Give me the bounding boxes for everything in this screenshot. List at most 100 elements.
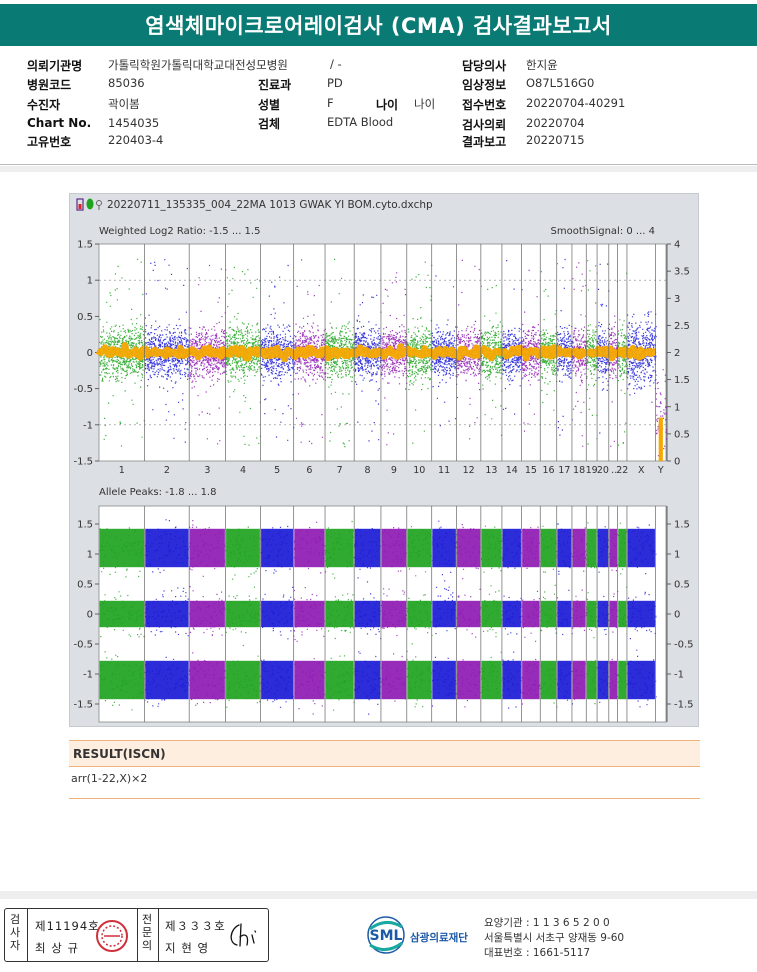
y2-tick-label: 2 (674, 348, 680, 359)
chart-value: 1454035 (108, 116, 160, 130)
receipt-label: 접수번호 (462, 98, 507, 112)
specialist-signature (230, 923, 257, 947)
y2-tick-label: 1 (674, 550, 680, 561)
allele-points (260, 659, 294, 708)
sex-label: 성별 (258, 98, 281, 112)
chromosome-16-allele (540, 523, 558, 708)
allele-points (433, 586, 458, 635)
log2-points (617, 272, 629, 446)
allele-points (189, 520, 227, 577)
y2-tick-label: 0.5 (674, 580, 690, 591)
chromosome-10-log2 (403, 261, 435, 444)
y2-tick-label: -1 (674, 670, 684, 681)
log2-points (381, 272, 408, 446)
chromosome-2-allele (144, 519, 191, 707)
allele-band (189, 600, 225, 628)
allele-band (618, 600, 627, 628)
y-tick-label: 1.5 (77, 240, 93, 251)
y2-tick-label: 0 (674, 610, 680, 621)
y2-tick-label: 0 (674, 457, 680, 468)
chromosome-21-dots: .. (611, 465, 617, 476)
smooth-signal (258, 344, 297, 363)
allele-band (432, 600, 456, 628)
name-value: 곽이봄 (108, 97, 140, 111)
allele-points (325, 655, 356, 711)
smooth-signal (95, 342, 147, 361)
allele-points (99, 527, 146, 578)
allele-points (540, 523, 558, 573)
y2-tick-label: 2.5 (674, 321, 690, 332)
result-value: arr(1-22,X)×2 (71, 772, 148, 785)
allele-band (189, 660, 225, 700)
allele-band (627, 600, 655, 628)
chromosome-12-allele (456, 524, 482, 708)
smooth-signal (538, 344, 561, 360)
chromosome-8-allele (354, 528, 382, 715)
chromosome-label: 20 (597, 465, 609, 476)
ward-value: / - (330, 57, 342, 71)
code-label: 병원코드 (27, 78, 72, 92)
allele-points (521, 526, 541, 569)
allele-band (502, 600, 521, 628)
chromosome-13-log2 (478, 285, 504, 436)
code-value: 85036 (108, 76, 145, 90)
log2-points (501, 260, 523, 415)
chromosome-label: X (638, 465, 645, 476)
allele-points (540, 584, 558, 634)
file-icon (76, 198, 84, 211)
allele-points (503, 595, 523, 635)
receipt-value: 20220704-40291 (526, 96, 626, 110)
allele-band (586, 600, 597, 628)
chromosome-21-log2 (606, 280, 620, 447)
chromosome-4-allele (225, 526, 262, 708)
age-label: 나이 (376, 98, 399, 112)
chromosome-label: 18 (573, 465, 585, 476)
chromosome-18-allele (572, 527, 588, 700)
chromosome-14-log2 (499, 260, 525, 415)
smooth-signal (290, 344, 328, 361)
smooth-signal (606, 345, 620, 362)
request-value: 20220704 (526, 116, 585, 130)
y-tick-label: -1 (83, 420, 93, 431)
allele-band (226, 528, 260, 568)
chromosome-Y-log2 (655, 369, 668, 461)
allele-band (572, 528, 586, 568)
allele-band (261, 660, 294, 700)
clinical-label: 임상정보 (462, 78, 507, 92)
allele-points (381, 527, 407, 572)
smooth-signal (142, 344, 192, 360)
y-tick-label: -1.5 (73, 700, 93, 711)
allele-points (540, 663, 558, 708)
chromosome-20-allele (597, 526, 610, 703)
chromosome-label: 12 (463, 465, 475, 476)
log2-points (608, 280, 619, 447)
y-tick-label: 0.5 (77, 580, 93, 591)
allele-points (456, 524, 482, 580)
y-tick-label: -1 (83, 670, 93, 681)
chromosome-22-log2 (615, 272, 629, 446)
chromosome-9-log2 (377, 272, 410, 446)
smooth-signal (625, 344, 658, 361)
allele-band (432, 528, 456, 568)
report-date-value: 20220715 (526, 133, 585, 147)
sig-separator (137, 909, 138, 961)
allele-band (627, 660, 655, 700)
specimen-label: 검체 (258, 117, 281, 131)
allele-points (189, 586, 226, 636)
allele-points (557, 662, 573, 705)
allele-points (597, 526, 610, 573)
y-tick-label: -0.5 (73, 384, 93, 395)
sig-separator (27, 909, 28, 961)
allele-points (597, 661, 610, 703)
chromosome-5-log2 (258, 264, 297, 441)
top-panel: 1.510.50-0.5-1-1.543.532.521.510.501 2 3 4 5… (73, 240, 689, 477)
bottom-panel-title: Allele Peaks: -1.8 ... 1.8 (99, 487, 216, 498)
chromosome-15-log2 (519, 269, 544, 432)
seal-inner (101, 925, 123, 947)
footer-band (0, 891, 757, 899)
y-tick-label: 1 (87, 550, 93, 561)
allele-band (522, 600, 540, 628)
smooth-signal (499, 344, 525, 360)
request-label: 검사의뢰 (462, 118, 507, 132)
hospital-label: 의뢰기관명 (27, 59, 83, 73)
